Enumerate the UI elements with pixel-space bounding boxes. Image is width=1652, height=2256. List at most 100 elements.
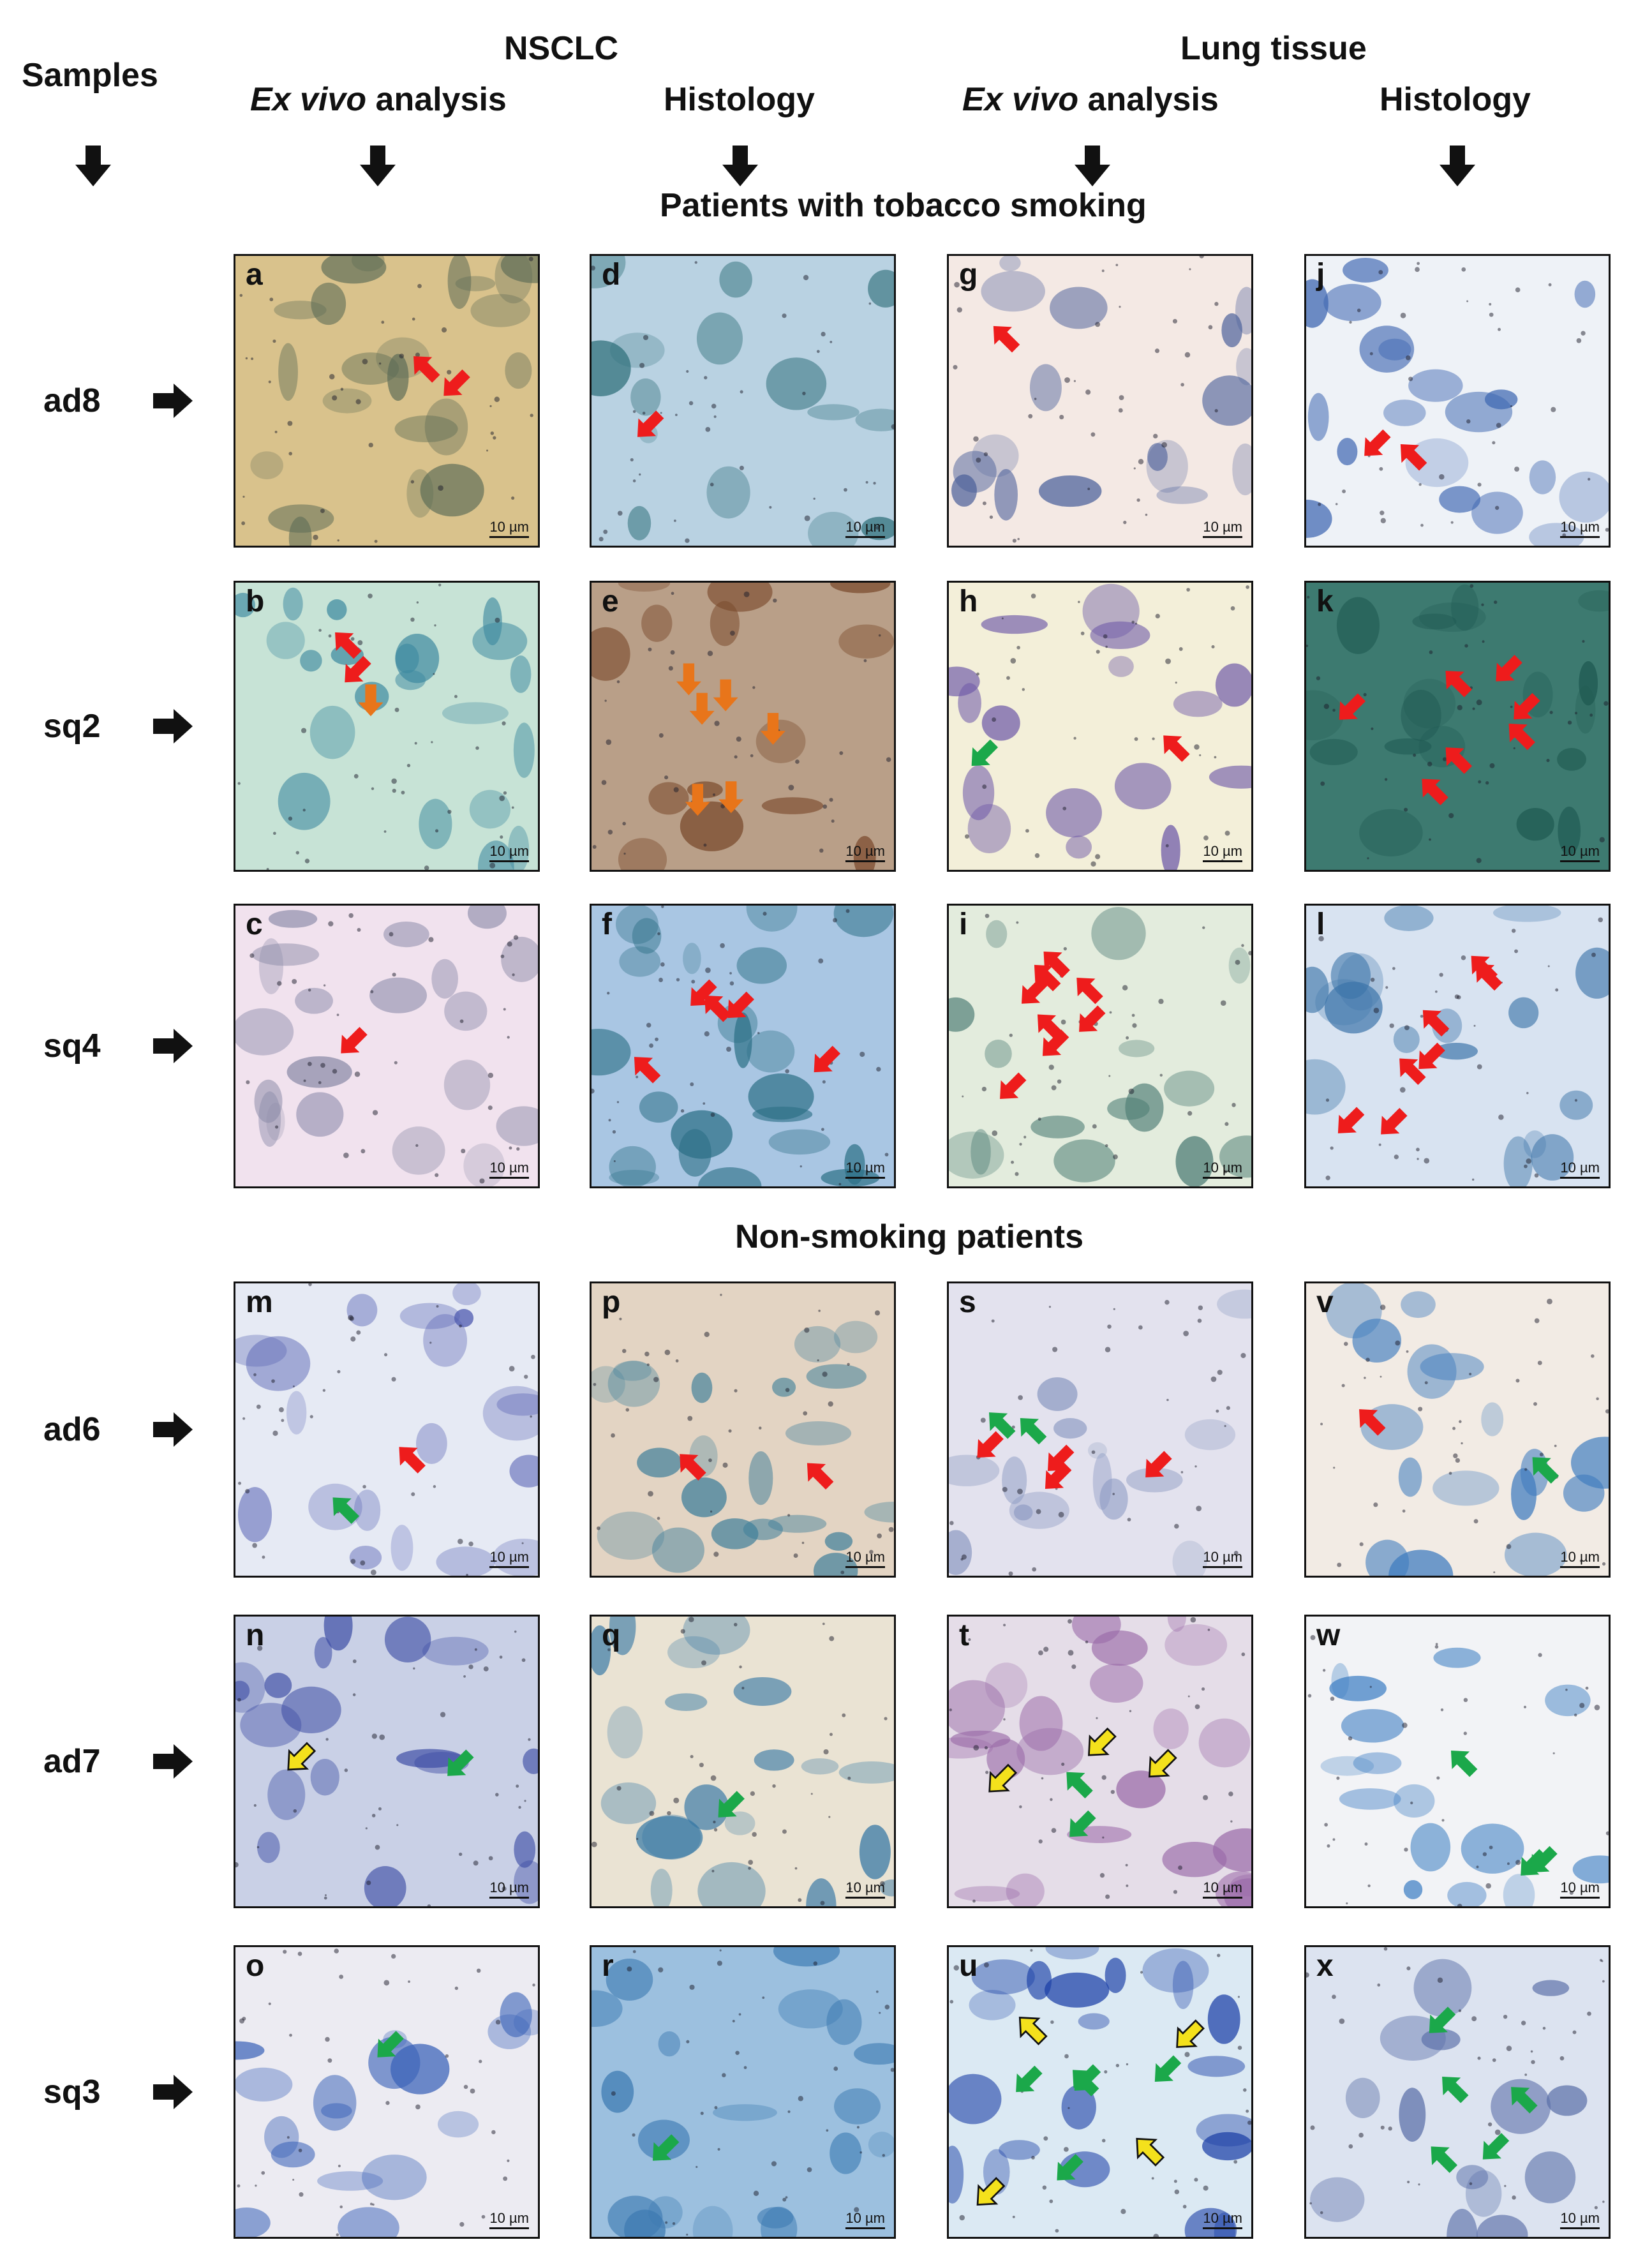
micrograph-panel-l: l 10 µm <box>1304 904 1611 1188</box>
red-arrow-icon <box>690 979 717 1006</box>
col1-header-rest: analysis <box>366 81 507 118</box>
green-arrow-icon <box>718 1791 745 1818</box>
scale-bar-label: 10 µm <box>845 1879 885 1895</box>
micrograph-panel-v: v 10 µm <box>1304 1281 1611 1578</box>
red-arrow-icon <box>1418 1042 1445 1070</box>
scale-bar-line <box>845 1897 885 1899</box>
scale-bar-label: 10 µm <box>489 2210 529 2226</box>
micrograph-image <box>1320 1283 1609 1576</box>
micrograph-panel-q: q 10 µm <box>590 1615 896 1908</box>
col1-down-arrow-icon <box>360 146 396 186</box>
red-arrow-icon <box>1045 1462 1072 1489</box>
micrograph-image <box>235 1617 538 1906</box>
red-arrow-icon <box>680 1454 706 1481</box>
panel-letter: q <box>602 1618 621 1652</box>
scale-bar-label: 10 µm <box>489 843 529 859</box>
scale-bar-label: 10 µm <box>845 519 885 535</box>
scale-bar: 10 µm <box>1560 1550 1600 1568</box>
scale-bar: 10 µm <box>489 1881 529 1899</box>
scale-bar-line <box>1203 1566 1242 1568</box>
panel-letter: e <box>602 585 619 618</box>
yellow-arrow-icon <box>1136 2137 1165 2167</box>
scale-bar-line <box>1560 1897 1600 1899</box>
panel-letter: p <box>602 1285 621 1319</box>
green-arrow-icon <box>1020 1417 1047 1445</box>
scale-bar: 10 µm <box>1560 1881 1600 1899</box>
col3-header: Ex vivo analysis <box>962 83 1219 116</box>
section-nonsmoking-title: Non-smoking patients <box>735 1218 1084 1255</box>
red-arrow-icon <box>335 632 362 659</box>
green-arrow-icon <box>1532 1457 1559 1484</box>
micrograph-image <box>1306 1947 1605 2237</box>
scale-bar-label: 10 µm <box>1203 519 1242 535</box>
col1-header-ital: Ex vivo <box>250 81 367 118</box>
micrograph-panel-a: a 10 µm <box>234 254 540 548</box>
red-arrow-icon <box>1339 693 1366 720</box>
micrograph-panel-c: c 10 µm <box>234 904 540 1188</box>
scale-bar-line <box>1203 1177 1242 1179</box>
scale-bar: 10 µm <box>845 2211 885 2229</box>
lung-tissue-header: Lung tissue <box>1180 30 1367 67</box>
scale-bar-line <box>845 536 885 538</box>
micrograph-panel-j: j 10 µm <box>1304 254 1611 548</box>
row-right-arrow-icon <box>153 2075 193 2109</box>
green-arrow-icon <box>377 2031 404 2058</box>
scale-bar-line <box>489 1177 529 1179</box>
red-arrow-icon <box>1034 964 1061 992</box>
col3-header-rest: analysis <box>1078 81 1219 118</box>
micrograph-panel-f: f 10 µm <box>590 904 896 1188</box>
orange-arrow-icon <box>685 784 710 816</box>
scale-bar-label: 10 µm <box>489 1549 529 1565</box>
micrograph-image <box>592 1294 894 1576</box>
col3-header-ital: Ex vivo <box>962 81 1079 118</box>
scale-bar-label: 10 µm <box>1203 1879 1242 1895</box>
red-arrow-icon <box>1043 951 1070 978</box>
scale-bar: 10 µm <box>1560 844 1600 862</box>
micrograph-panel-h: h 10 µm <box>947 581 1253 872</box>
micrograph-image <box>1306 906 1609 1186</box>
red-arrow-icon <box>1508 723 1535 751</box>
green-arrow-icon <box>1154 2055 1182 2082</box>
green-arrow-icon <box>1069 1810 1096 1837</box>
panel-letter: a <box>246 258 263 292</box>
scale-bar: 10 µm <box>1203 1550 1242 1568</box>
yellow-arrow-icon <box>287 1742 316 1771</box>
scale-bar-label: 10 µm <box>1203 1549 1242 1565</box>
panel-letter: l <box>1316 908 1325 941</box>
micrograph-image <box>592 1947 894 2237</box>
scale-bar: 10 µm <box>1203 844 1242 862</box>
micrograph-panel-w: w 10 µm <box>1304 1615 1611 1908</box>
micrograph-panel-u: u 10 µm <box>947 1945 1253 2239</box>
scale-bar-line <box>489 860 529 862</box>
scale-bar-line <box>1560 1566 1600 1568</box>
scale-bar-line <box>489 2227 529 2229</box>
scale-bar: 10 µm <box>1560 520 1600 538</box>
scale-bar-line <box>845 1177 885 1179</box>
green-arrow-icon <box>1431 2146 1458 2173</box>
micrograph-image <box>239 256 538 546</box>
green-arrow-icon <box>1482 2133 1510 2160</box>
panel-letter: h <box>959 585 978 618</box>
row-right-arrow-icon <box>153 384 193 418</box>
row-right-arrow-icon <box>153 1412 193 1447</box>
scale-bar-line <box>1203 1897 1242 1899</box>
scale-bar-label: 10 µm <box>845 1160 885 1176</box>
red-arrow-icon <box>1381 1108 1408 1135</box>
panel-letter: v <box>1316 1285 1334 1319</box>
red-arrow-icon <box>1037 1014 1064 1041</box>
panel-letter: o <box>246 1949 265 1983</box>
col1-header: Ex vivo analysis <box>250 83 507 116</box>
scale-bar-label: 10 µm <box>1560 1549 1600 1565</box>
yellow-arrow-icon <box>1088 1727 1117 1756</box>
scale-bar-label: 10 µm <box>489 1879 529 1895</box>
micrograph-image <box>592 906 894 1186</box>
red-arrow-icon <box>1400 444 1427 471</box>
scale-bar-label: 10 µm <box>1560 2210 1600 2226</box>
row-label-ad7: ad7 <box>43 1743 101 1780</box>
scale-bar: 10 µm <box>489 2211 529 2229</box>
red-arrow-icon <box>1359 1409 1386 1436</box>
yellow-arrow-icon <box>976 2177 1006 2206</box>
panel-letter: s <box>959 1285 976 1319</box>
red-arrow-icon <box>1514 692 1540 720</box>
red-arrow-icon <box>443 369 470 396</box>
